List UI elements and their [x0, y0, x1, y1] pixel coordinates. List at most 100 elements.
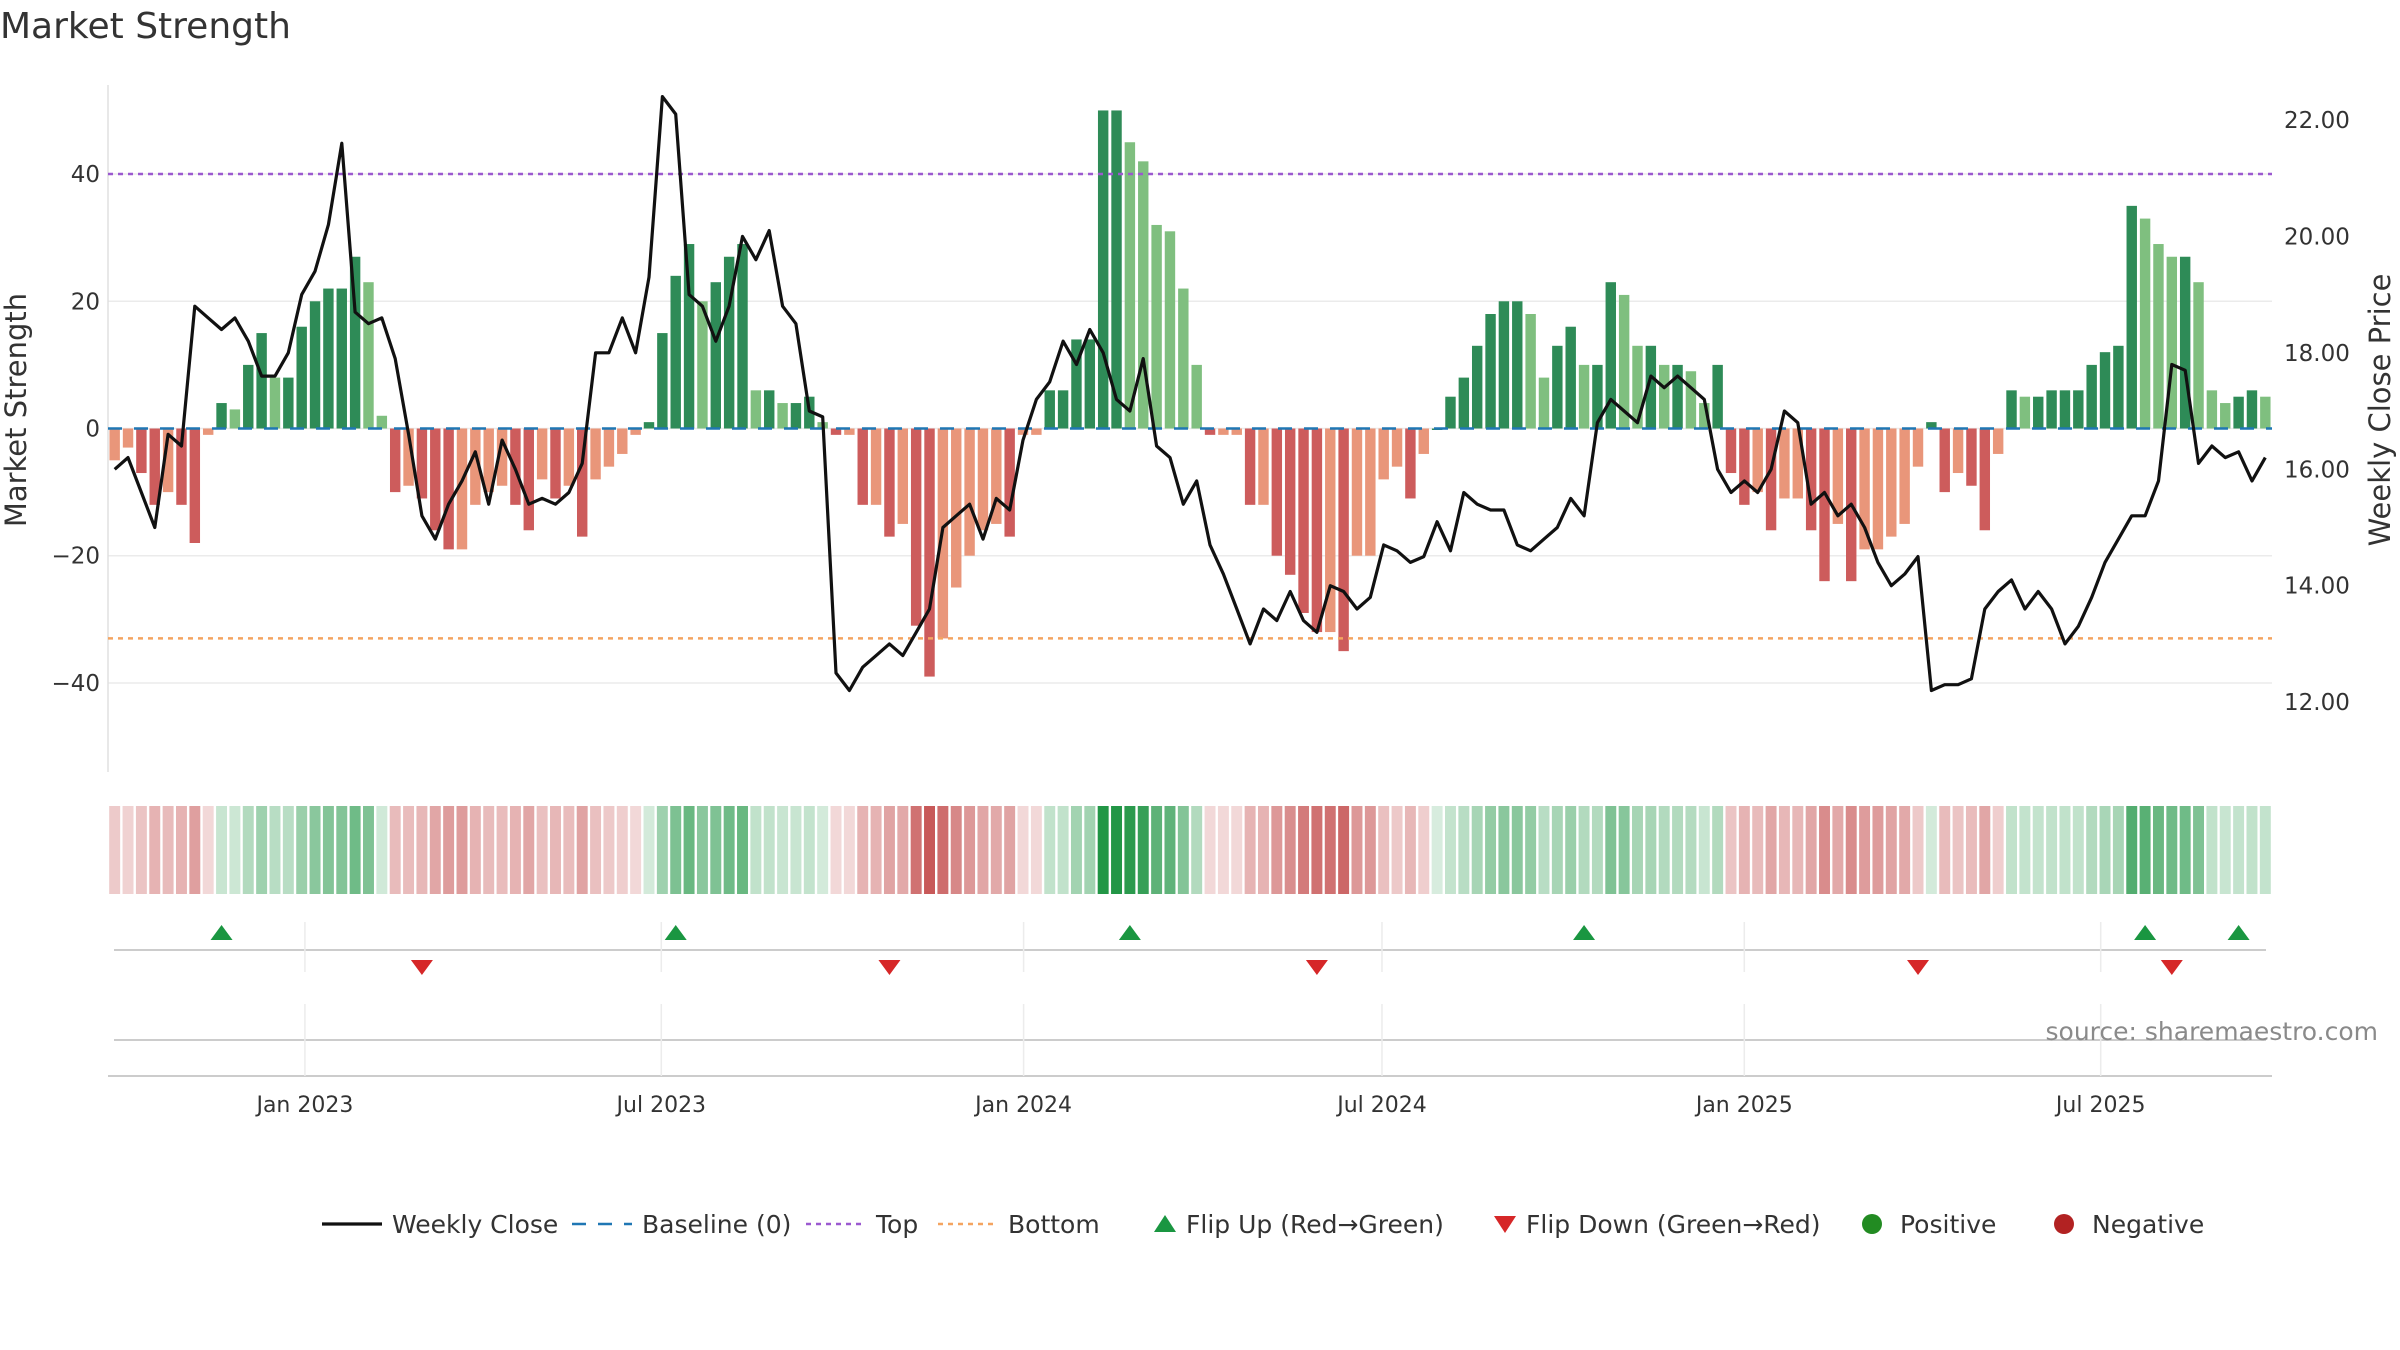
heat-cell: [296, 806, 308, 894]
strength-bar: [1979, 428, 1991, 531]
strength-bar: [456, 428, 468, 550]
heat-cell: [990, 806, 1002, 894]
legend-label: Bottom: [1008, 1210, 1100, 1239]
heat-cell: [175, 806, 187, 894]
strength-bar: [577, 428, 588, 537]
heat-cell: [1538, 806, 1550, 894]
strength-bar: [1271, 428, 1283, 556]
strength-bar: [563, 428, 575, 486]
strength-bar: [202, 428, 214, 435]
heat-cell: [1551, 806, 1563, 894]
y-axis-label: Market Strength: [0, 293, 33, 527]
strength-bar: [964, 428, 975, 556]
heat-cell: [883, 806, 895, 894]
heat-cell: [1217, 806, 1229, 894]
strength-bar: [1592, 364, 1603, 429]
heat-cell: [242, 806, 254, 894]
heat-cell: [790, 806, 802, 894]
heat-cell: [1298, 806, 1310, 894]
strength-bar: [363, 282, 374, 429]
strength-bar: [176, 428, 187, 505]
strength-bar: [1538, 377, 1550, 429]
heat-cell: [1084, 806, 1096, 894]
flip-down-marker: [878, 960, 901, 975]
strength-bar: [1699, 403, 1710, 429]
strength-bar: [1552, 345, 1563, 429]
legend-swatch-flip-up: [1154, 1215, 1176, 1232]
strength-bar: [1779, 428, 1790, 499]
heat-cell: [670, 806, 682, 894]
strength-bar: [496, 428, 508, 486]
heat-cell: [1672, 806, 1684, 894]
heat-cell: [1030, 806, 1042, 894]
heat-cell: [1204, 806, 1216, 894]
heat-cell: [977, 806, 989, 894]
strength-bar: [1792, 428, 1803, 499]
heat-cell: [937, 806, 949, 894]
strength-bar: [2033, 396, 2044, 429]
heat-cell: [1511, 806, 1523, 894]
heat-cell: [1164, 806, 1176, 894]
heat-cell: [1004, 806, 1016, 894]
strength-bar: [590, 428, 601, 480]
strength-bar: [309, 301, 321, 429]
heat-cell: [1111, 806, 1123, 894]
heat-cell: [1792, 806, 1804, 894]
y2-tick-label: 20.00: [2284, 224, 2350, 250]
strength-bar: [897, 428, 909, 524]
heat-cell: [1979, 806, 1991, 894]
strength-bar: [670, 275, 681, 429]
legend-swatch-positive: [1862, 1214, 1882, 1234]
heat-cell: [1177, 806, 1189, 894]
heat-cell: [282, 806, 294, 894]
strength-bar: [216, 403, 227, 429]
strength-bar: [2006, 390, 2017, 429]
strength-bar: [1926, 422, 1937, 429]
heat-cell: [683, 806, 695, 894]
heat-cell: [1805, 806, 1817, 894]
strength-bar: [1164, 231, 1176, 429]
strength-bar: [523, 428, 534, 531]
strength-bar: [991, 428, 1002, 524]
strength-bar: [1138, 161, 1149, 429]
heat-cell: [817, 806, 829, 894]
strength-bar: [1939, 428, 1950, 493]
flip-up-marker: [2134, 925, 2157, 940]
strength-bar: [910, 428, 922, 626]
heat-cell: [1498, 806, 1510, 894]
strength-bar: [349, 256, 361, 429]
strength-bar: [1512, 301, 1523, 429]
strength-bar: [1805, 428, 1817, 531]
heat-cell: [1044, 806, 1056, 894]
strength-bar: [1204, 428, 1216, 435]
strength-bar: [1618, 294, 1630, 429]
heat-cell: [1658, 806, 1670, 894]
y-tick-label: 20: [71, 289, 100, 315]
heat-cell: [456, 806, 468, 894]
legend-label: Positive: [1900, 1210, 1996, 1239]
heat-cell: [1698, 806, 1710, 894]
strength-bar: [243, 364, 254, 429]
strength-bar: [857, 428, 868, 505]
heat-cell: [1632, 806, 1643, 894]
source-text: source: sharemaestro.com: [2046, 1017, 2379, 1046]
heat-cell: [2112, 806, 2124, 894]
strength-bar: [723, 256, 735, 429]
flip-up-marker: [2227, 925, 2250, 940]
strength-bar: [1872, 428, 1884, 550]
heat-cell: [1525, 806, 1537, 894]
strength-bar: [323, 288, 334, 429]
heat-cell: [2219, 806, 2231, 894]
heat-cell: [843, 806, 855, 894]
heat-cell: [376, 806, 388, 894]
heat-cell: [1017, 806, 1029, 894]
heat-cell: [403, 806, 415, 894]
flip-up-marker: [664, 925, 687, 940]
heat-cell: [389, 806, 401, 894]
legend-label: Weekly Close: [392, 1210, 558, 1239]
heat-cell: [2206, 806, 2218, 894]
strength-bar: [2166, 256, 2178, 429]
strength-bar: [1378, 428, 1389, 480]
heat-cell: [1271, 806, 1283, 894]
